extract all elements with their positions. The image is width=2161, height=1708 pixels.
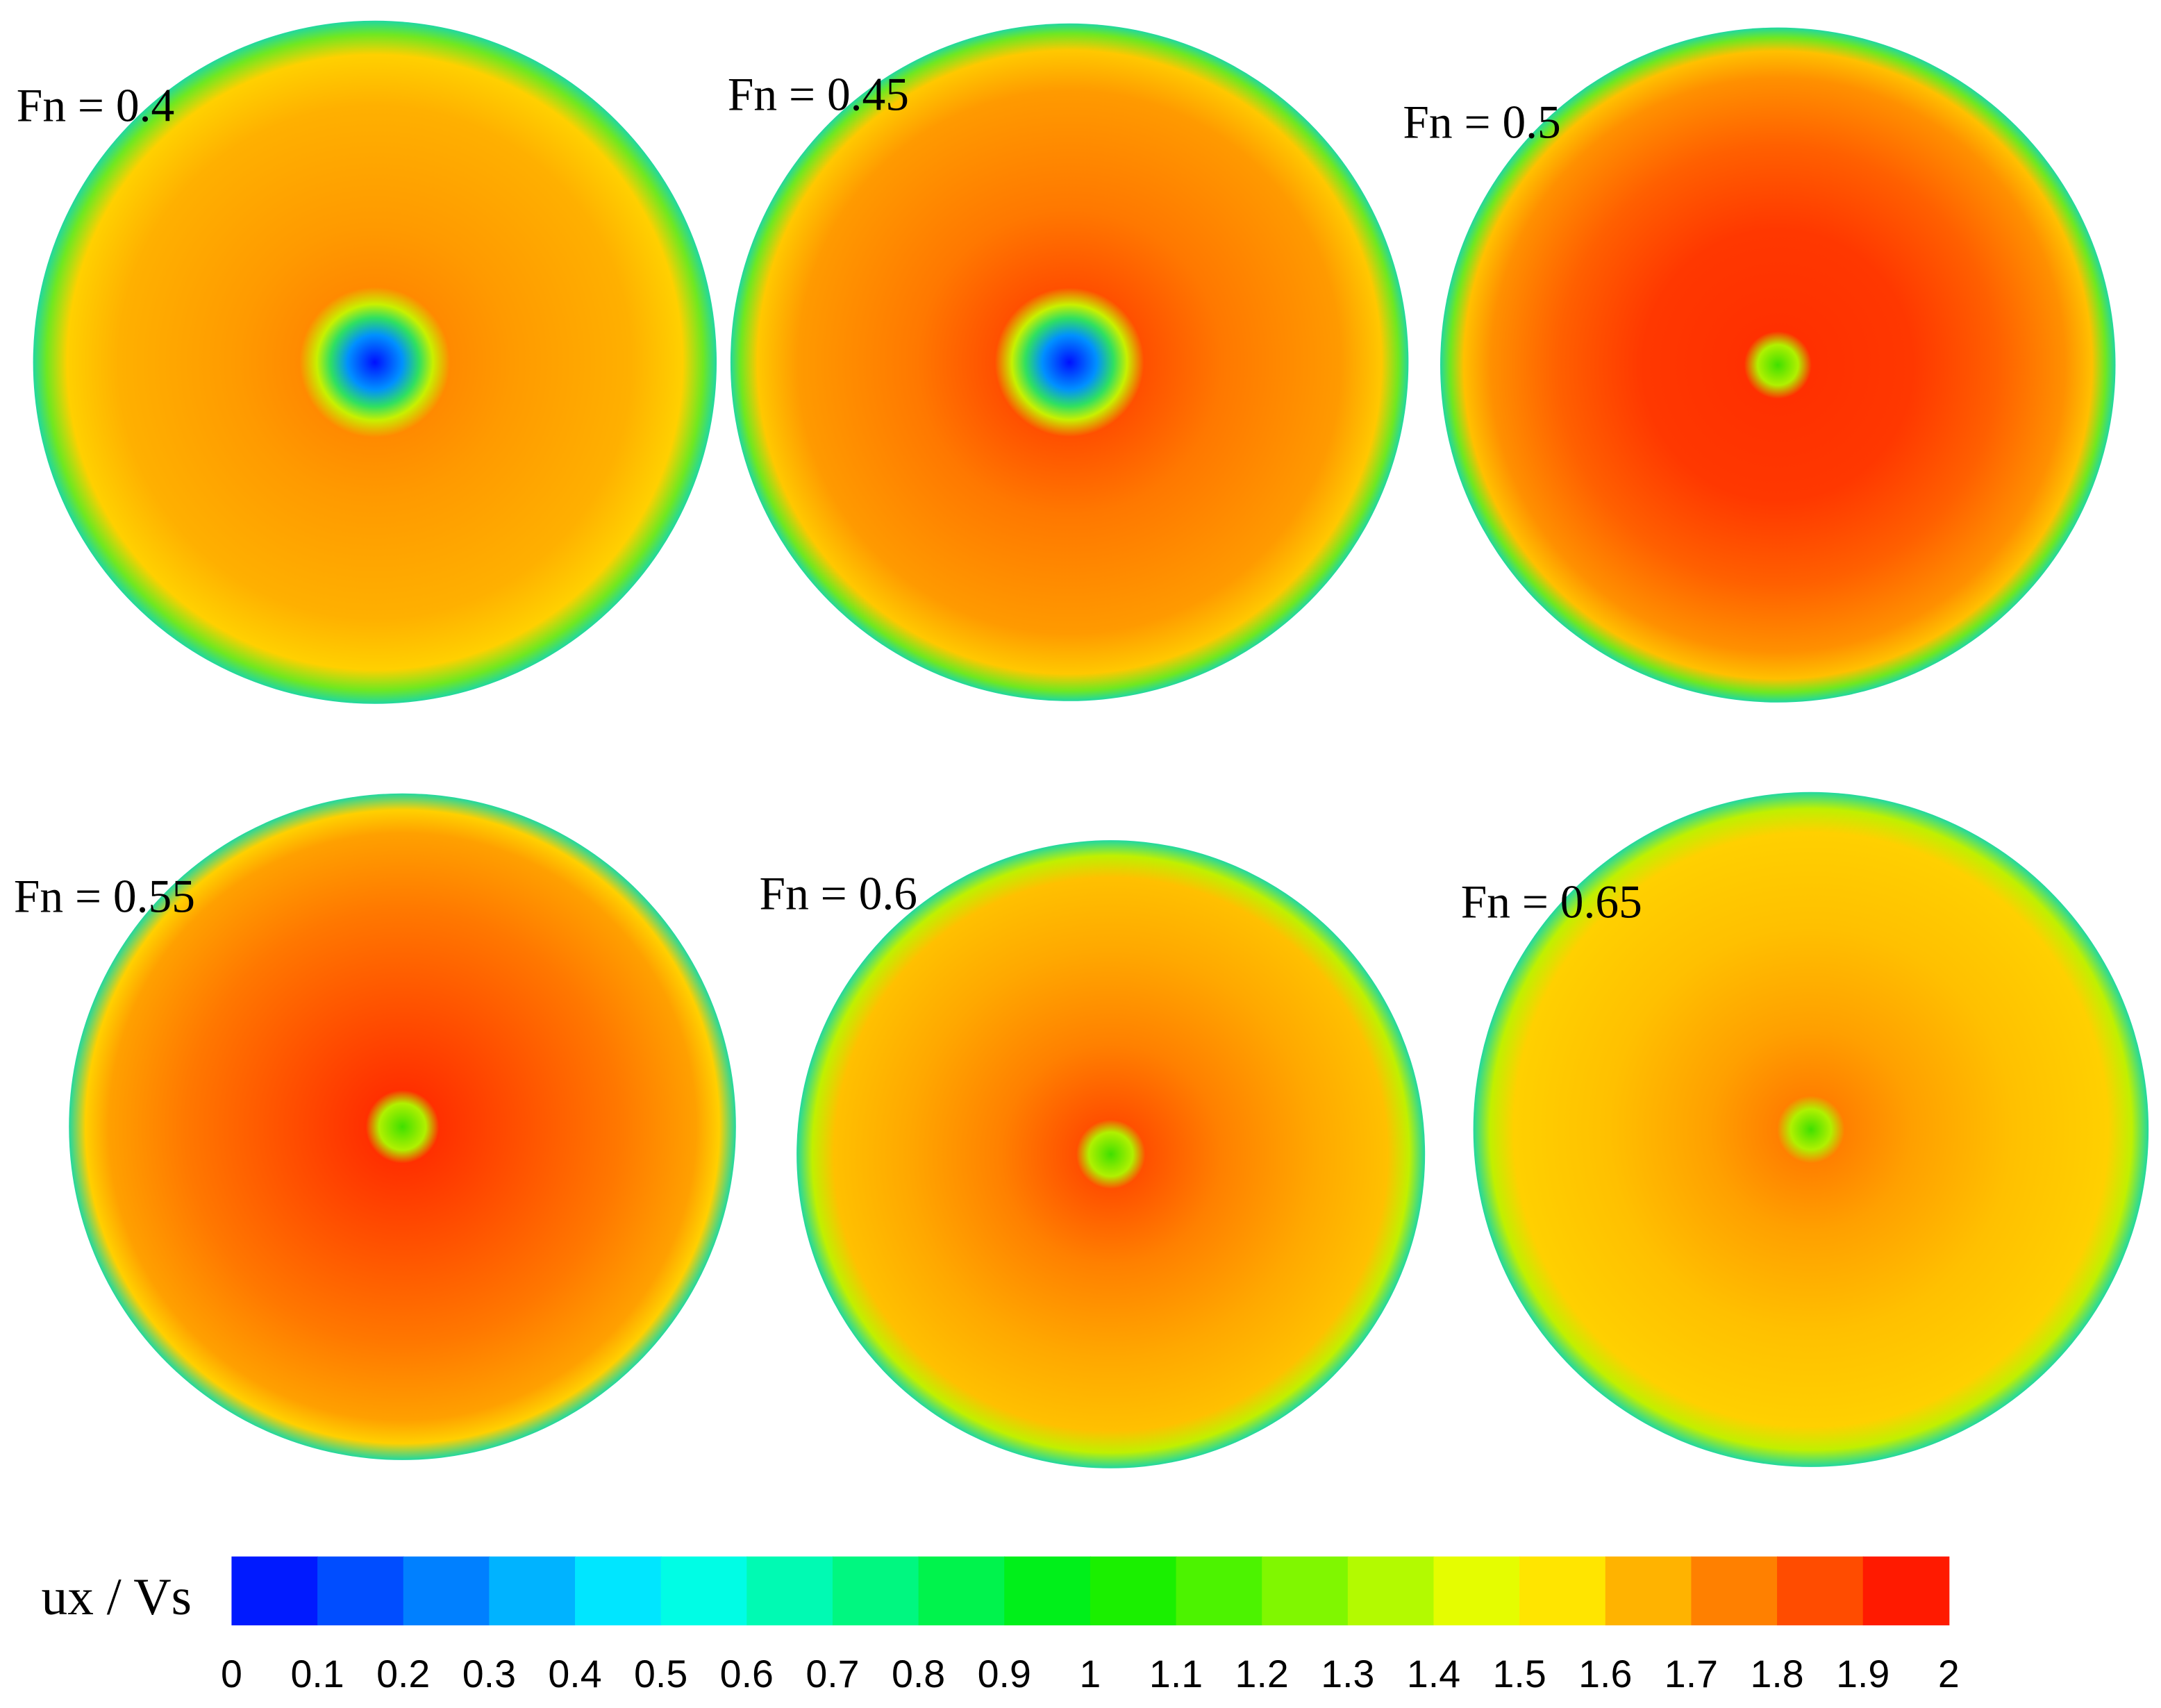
- contour-panel: [796, 840, 1426, 1468]
- colorbar-band: [746, 1556, 833, 1625]
- colorbar-band: [660, 1556, 748, 1625]
- contour-panel: [730, 23, 1409, 701]
- colorbar-tick-label: 1.1: [1149, 1652, 1203, 1696]
- panels: [33, 20, 2149, 1468]
- colorbar-tick-label: 1.2: [1235, 1652, 1289, 1696]
- colorbar-tick-label: 0.5: [634, 1652, 687, 1696]
- colorbar-tick-label: 1.4: [1407, 1652, 1460, 1696]
- colorbar-band: [1433, 1556, 1521, 1625]
- contour-panel: [69, 793, 736, 1460]
- contour-panel: [1473, 792, 2149, 1467]
- colorbar-band: [1090, 1556, 1177, 1625]
- colorbar-tick-label: 2: [1938, 1652, 1960, 1696]
- panel-label: Fn = 0.55: [14, 870, 195, 922]
- colorbar-tick-label: 1.9: [1836, 1652, 1889, 1696]
- colorbar-band: [1262, 1556, 1349, 1625]
- colorbar-band: [403, 1556, 490, 1625]
- colorbar-band: [1862, 1556, 1950, 1625]
- colorbar-tick-label: 0.3: [462, 1652, 516, 1696]
- colorbar-band: [489, 1556, 576, 1625]
- colorbar-band: [1347, 1556, 1435, 1625]
- colorbar-band: [1691, 1556, 1778, 1625]
- panel-label: Fn = 0.45: [728, 69, 909, 121]
- panel-label: Fn = 0.5: [1403, 96, 1560, 148]
- colorbar-band: [1176, 1556, 1263, 1625]
- colorbar-label: ux / Vs: [42, 1568, 192, 1626]
- contour-panel: [33, 20, 717, 704]
- colorbar-tick-label: 1.5: [1493, 1652, 1546, 1696]
- colorbar-band: [1519, 1556, 1606, 1625]
- panel-label: Fn = 0.65: [1461, 876, 1642, 928]
- colorbar-tick-label: 0.1: [290, 1652, 344, 1696]
- colorbar-band: [575, 1556, 662, 1625]
- panel-label: Fn = 0.6: [760, 867, 917, 919]
- colorbar-tick-label: 0.4: [548, 1652, 601, 1696]
- panel-label: Fn = 0.4: [17, 80, 174, 132]
- contour-panel: [1440, 27, 2116, 703]
- colorbar-tick-label: 0.7: [806, 1652, 859, 1696]
- colorbar-band: [832, 1556, 919, 1625]
- colorbar-tick-label: 0.2: [376, 1652, 430, 1696]
- colorbar-tick-label: 1.3: [1321, 1652, 1374, 1696]
- colorbar-tick-label: 1.8: [1750, 1652, 1803, 1696]
- colorbar-tick-label: 0.9: [978, 1652, 1031, 1696]
- colorbar-tick-label: 0: [221, 1652, 242, 1696]
- colorbar-tick-label: 1.6: [1578, 1652, 1632, 1696]
- colorbar-tick-label: 0.8: [892, 1652, 945, 1696]
- colorbar-band: [1605, 1556, 1692, 1625]
- colorbar-tick-label: 1: [1079, 1652, 1101, 1696]
- colorbar-band: [918, 1556, 1006, 1625]
- colorbar-band: [1004, 1556, 1091, 1625]
- colorbar-band: [317, 1556, 404, 1625]
- colorbar-tick-label: 0.6: [720, 1652, 774, 1696]
- colorbar-band: [231, 1556, 319, 1625]
- colorbar-band: [1777, 1556, 1864, 1625]
- colorbar-tick-label: 1.7: [1664, 1652, 1718, 1696]
